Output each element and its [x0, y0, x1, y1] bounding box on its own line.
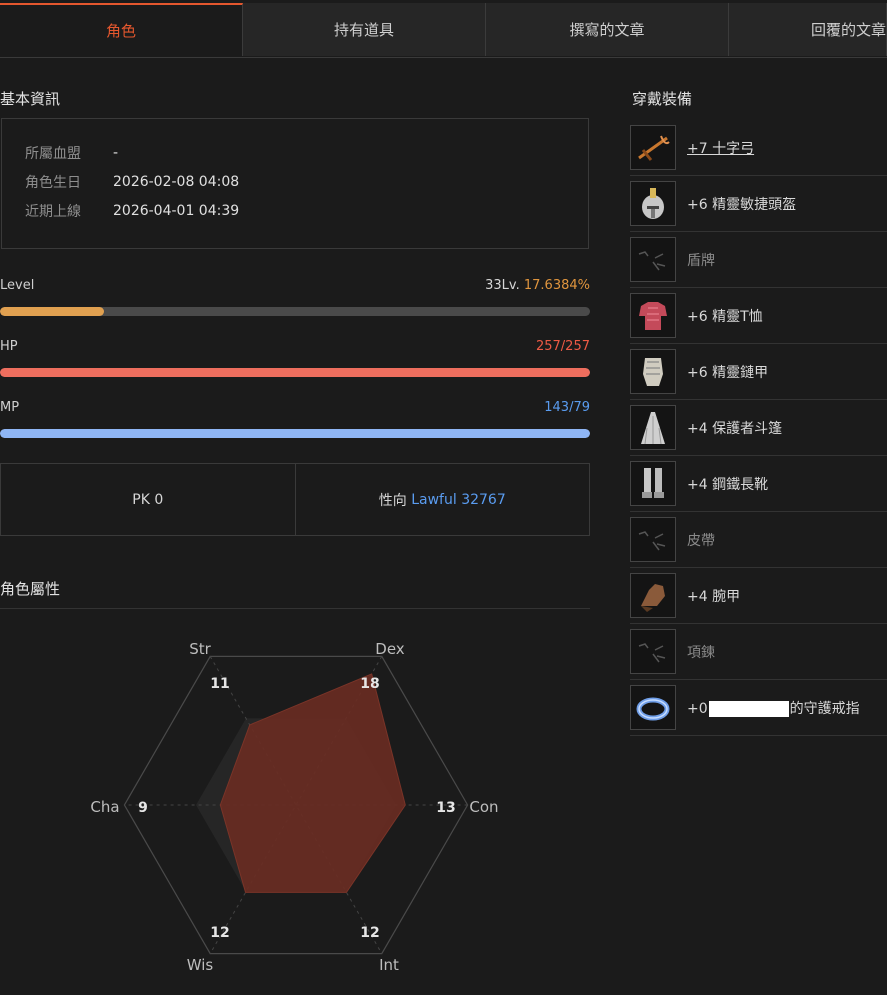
alignment-value: Lawful 32767 — [411, 491, 506, 508]
equip-slot-boots[interactable]: +4 鋼鐵長靴 — [630, 456, 887, 512]
redacted-block — [708, 700, 789, 717]
pk-count: PK 0 — [132, 491, 164, 508]
attributes-title: 角色屬性 — [0, 580, 61, 598]
equip-slot-helmet[interactable]: +6 精靈敏捷頭盔 — [630, 176, 887, 232]
level-percent: 17.6384% — [523, 278, 590, 293]
hp-value: 257/257 — [535, 339, 590, 354]
attribute-value: 11 — [210, 676, 229, 692]
level-label: Level — [0, 278, 35, 293]
attribute-value: 13 — [436, 800, 455, 816]
equip-name: +0 的守護戒指 — [687, 698, 860, 718]
equip-name: +4 鋼鐵長靴 — [687, 476, 769, 493]
tab-posts[interactable]: 撰寫的文章 — [486, 3, 729, 56]
level-value: 33Lv. 17.6384% — [485, 278, 590, 293]
equip-name[interactable]: +7 十字弓 — [687, 140, 755, 157]
equip-slot-gauntlet[interactable]: +4 腕甲 — [630, 568, 887, 624]
empty-slot-icon — [630, 629, 676, 674]
radar-data-polygon — [219, 673, 406, 893]
radar-spoke — [209, 656, 383, 954]
mp-value: 143/79 — [544, 400, 590, 415]
equip-name: 項鍊 — [687, 644, 715, 661]
basic-info-title: 基本資訊 — [0, 90, 61, 108]
attribute-label: Int — [379, 956, 399, 974]
chainmail-icon — [630, 349, 676, 394]
attribute-label: Wis — [187, 956, 214, 974]
info-label: 近期上線 — [25, 204, 81, 220]
equip-slot-cloak[interactable]: +4 保護者斗篷 — [630, 400, 887, 456]
attribute-label: Cha — [90, 798, 119, 816]
attribute-value: 9 — [138, 800, 148, 816]
empty-slot-icon — [630, 237, 676, 282]
empty-slot-icon — [630, 517, 676, 562]
tshirt-icon — [630, 293, 676, 338]
attribute-value: 18 — [360, 676, 379, 692]
hp-bar — [0, 368, 590, 377]
ring-icon — [630, 685, 676, 730]
equip-name: +6 精靈鏈甲 — [687, 364, 769, 381]
tab-bar: 角色 持有道具 撰寫的文章 回覆的文章 — [0, 3, 887, 58]
equip-slot-weapon[interactable]: +7 十字弓 — [630, 120, 887, 176]
cloak-icon — [630, 405, 676, 450]
attribute-label: Str — [189, 640, 211, 658]
equipment-title: 穿戴裝備 — [632, 90, 693, 108]
level-number: 33Lv. — [485, 278, 520, 293]
mp-bar-fill — [0, 429, 590, 438]
alignment-label: 性向 — [378, 492, 407, 509]
equip-slot-shield[interactable]: 盾牌 — [630, 232, 887, 288]
attribute-value: 12 — [210, 925, 229, 941]
equip-slot-ring[interactable]: +0 的守護戒指 — [630, 680, 887, 736]
equip-name: +4 腕甲 — [687, 588, 741, 605]
basic-info-box: 所屬血盟 - 角色生日 2026-02-08 04:08 近期上線 2026-0… — [1, 118, 589, 249]
equip-slot-armor[interactable]: +6 精靈鏈甲 — [630, 344, 887, 400]
crossbow-icon — [630, 125, 676, 170]
info-row-last-login: 近期上線 2026-04-01 04:39 — [25, 201, 239, 221]
equip-name-prefix: +0 — [687, 700, 708, 717]
info-value: 2026-04-01 04:39 — [113, 203, 240, 219]
info-row-birthday: 角色生日 2026-02-08 04:08 — [25, 172, 239, 192]
equip-name-suffix: 的守護戒指 — [789, 700, 860, 717]
equip-name: +6 精靈敏捷頭盔 — [687, 196, 797, 213]
boots-icon — [630, 461, 676, 506]
tab-character[interactable]: 角色 — [0, 3, 243, 56]
equip-name: 盾牌 — [687, 252, 715, 269]
tab-replies[interactable]: 回覆的文章 — [729, 3, 887, 56]
info-value: 2026-02-08 04:08 — [113, 174, 240, 190]
hp-bar-fill — [0, 368, 590, 377]
level-bar — [0, 307, 590, 316]
mp-bar — [0, 429, 590, 438]
alignment: 性向 Lawful 32767 — [294, 464, 590, 535]
mp-label: MP — [0, 400, 20, 415]
gauntlet-icon — [630, 573, 676, 618]
pk-alignment-box: PK 0 性向 Lawful 32767 — [0, 463, 590, 536]
equip-name: +4 保護者斗篷 — [687, 420, 783, 437]
tab-items[interactable]: 持有道具 — [243, 3, 486, 56]
info-row-clan: 所屬血盟 - — [25, 143, 118, 163]
helmet-icon — [630, 181, 676, 226]
attributes-divider — [0, 608, 590, 609]
equipment-list: +7 十字弓 +6 精靈敏捷頭盔 盾牌 +6 精靈T恤 +6 精靈鏈甲 +4 保… — [630, 120, 887, 736]
equip-slot-necklace[interactable]: 項鍊 — [630, 624, 887, 680]
hp-label: HP — [0, 339, 18, 354]
equip-slot-belt[interactable]: 皮帶 — [630, 512, 887, 568]
attribute-label: Dex — [375, 640, 405, 658]
info-label: 角色生日 — [25, 175, 81, 191]
equip-name: 皮帶 — [687, 532, 715, 549]
info-value: - — [113, 145, 119, 161]
attribute-value: 12 — [360, 925, 379, 941]
info-label: 所屬血盟 — [25, 146, 81, 162]
equip-slot-shirt[interactable]: +6 精靈T恤 — [630, 288, 887, 344]
level-bar-fill — [0, 307, 104, 316]
attribute-label: Con — [469, 798, 498, 816]
equip-name: +6 精靈T恤 — [687, 308, 763, 325]
